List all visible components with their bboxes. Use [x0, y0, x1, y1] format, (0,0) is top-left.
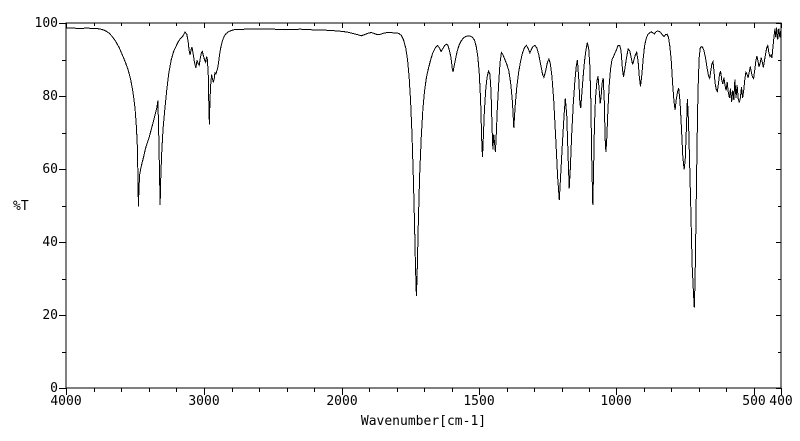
spectrum-trace: [66, 27, 782, 308]
y-tick-label: 40: [42, 235, 58, 250]
x-tick-label: 400: [769, 394, 792, 409]
y-tick-label: 100: [35, 16, 58, 31]
x-tick-label: 4000: [50, 394, 81, 409]
x-tick-label: 3000: [188, 394, 219, 409]
y-tick-label: 80: [42, 89, 58, 104]
y-tick-label: 60: [42, 162, 58, 177]
x-tick-label: 2000: [326, 394, 357, 409]
x-tick-label: 1000: [600, 394, 631, 409]
x-tick-label: 500: [742, 394, 765, 409]
y-axis-title: %T: [13, 199, 29, 214]
x-tick-label: 1500: [463, 394, 494, 409]
y-tick-label: 20: [42, 308, 58, 323]
plot-border: [65, 22, 782, 389]
y-tick-label: 0: [50, 381, 58, 396]
x-axis-title: Wavenumber[cm-1]: [360, 414, 487, 429]
